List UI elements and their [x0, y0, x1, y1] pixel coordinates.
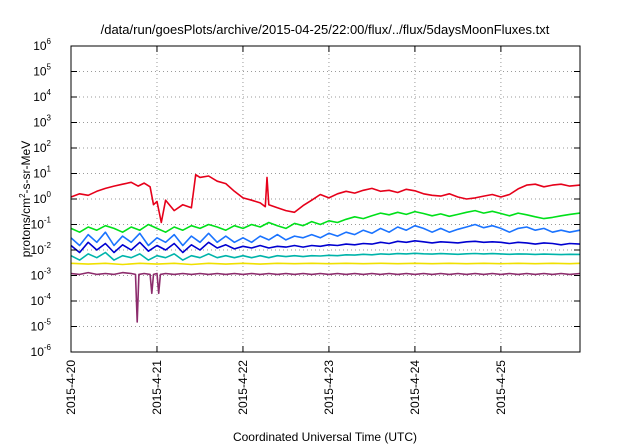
y-tick-exponent: 3: [47, 114, 52, 123]
grid-lines: [71, 46, 580, 352]
y-tick-base: 10: [33, 141, 47, 155]
series-line-7: [70, 271, 581, 323]
y-tick-exponent: -3: [44, 267, 52, 276]
x-tick-label: 2015-4-25: [494, 360, 508, 415]
series-line-5: [70, 251, 581, 261]
y-tick-exponent: 4: [47, 88, 52, 97]
x-tick-label: 2015-4-24: [408, 360, 422, 415]
series-line-1: [70, 173, 581, 224]
y-tick-base: 10: [31, 269, 45, 283]
y-tick-exponent: -5: [44, 318, 52, 327]
y-tick-base: 10: [31, 243, 45, 257]
y-axis-label-sup: 2: [18, 193, 27, 198]
y-tick-label: 10-3: [31, 267, 52, 283]
y-tick-exponent: 0: [47, 190, 52, 199]
y-tick-base: 10: [33, 116, 47, 130]
series-line-3: [70, 223, 581, 247]
y-tick-base: 10: [33, 192, 47, 206]
y-tick-label: 106: [33, 37, 51, 53]
y-tick-exponent: -4: [44, 292, 52, 301]
y-tick-base: 10: [31, 345, 45, 359]
y-tick-label: 10-5: [31, 318, 52, 334]
x-axis: 2015-4-20 2015-4-21 2015-4-22 2015-4-23 2015…: [64, 46, 508, 415]
y-tick-exponent: 2: [47, 139, 52, 148]
y-tick-base: 10: [33, 90, 47, 104]
y-tick-exponent: 6: [47, 37, 52, 46]
y-tick-base: 10: [31, 320, 45, 334]
y-tick-label: 102: [33, 139, 51, 155]
series-line-4: [70, 240, 581, 254]
series-line-2: [70, 209, 581, 233]
y-tick-base: 10: [33, 65, 47, 79]
series-group: [70, 173, 581, 323]
x-tick-label: 2015-4-20: [64, 360, 78, 415]
y-axis-label: protons/cm2-s-sr-MeV: [18, 141, 33, 257]
chart-title: /data/run/goesPlots/archive/2015-04-25/2…: [101, 22, 550, 37]
y-tick-exponent: 1: [47, 165, 52, 174]
y-tick-label: 10-6: [31, 343, 52, 359]
y-tick-label: 10-1: [31, 216, 52, 232]
y-tick-label: 101: [33, 165, 51, 181]
x-tick-label: 2015-4-21: [150, 360, 164, 415]
y-axis: 10-610-510-410-310-210-11001011021031041…: [31, 37, 580, 359]
y-axis-label-base: protons/cm: [19, 198, 33, 257]
y-tick-exponent: -2: [44, 241, 52, 250]
y-tick-label: 100: [33, 190, 51, 206]
y-tick-label: 103: [33, 114, 51, 130]
y-tick-exponent: -6: [44, 343, 52, 352]
y-tick-base: 10: [33, 167, 47, 181]
series-line-6: [70, 262, 581, 266]
y-tick-base: 10: [31, 218, 45, 232]
x-tick-label: 2015-4-22: [236, 360, 250, 415]
y-tick-label: 10-4: [31, 292, 52, 308]
y-tick-label: 10-2: [31, 241, 52, 257]
y-tick-exponent: 5: [47, 63, 52, 72]
y-tick-exponent: -1: [44, 216, 52, 225]
y-axis-label-rest: -s-sr-MeV: [19, 141, 33, 194]
y-tick-label: 105: [33, 63, 51, 79]
x-axis-label: Coordinated Universal Time (UTC): [233, 430, 417, 444]
y-tick-label: 104: [33, 88, 51, 104]
y-tick-base: 10: [33, 39, 47, 53]
x-tick-label: 2015-4-23: [322, 360, 336, 415]
y-tick-base: 10: [31, 294, 45, 308]
